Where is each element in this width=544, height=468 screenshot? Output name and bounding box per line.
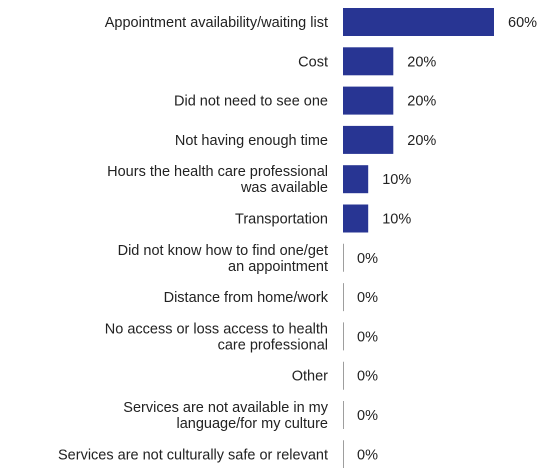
value-label: 0% xyxy=(357,251,378,267)
bar xyxy=(343,125,394,154)
value-label: 10% xyxy=(382,172,411,188)
category-label-line: Appointment availability/waiting list xyxy=(105,15,328,31)
category-label: No access or loss access to health care p… xyxy=(105,321,328,353)
category-label-line: was available xyxy=(240,180,328,196)
value-label: 20% xyxy=(407,133,436,149)
category-label: Appointment availability/waiting list xyxy=(105,15,328,31)
category-label: Services are not available in my language… xyxy=(123,400,328,432)
category-label-line: Did not need to see one xyxy=(174,94,328,110)
bar xyxy=(343,86,394,115)
bar xyxy=(343,165,369,194)
category-label: Other xyxy=(292,369,328,385)
value-label: 0% xyxy=(357,447,378,463)
bar xyxy=(343,204,369,233)
value-label: 0% xyxy=(357,290,378,306)
value-label: 0% xyxy=(357,408,378,424)
category-label: Transportation xyxy=(235,212,328,228)
category-label-line: an appointment xyxy=(228,259,328,275)
category-label-line: No access or loss access to health xyxy=(105,321,328,337)
value-label: 20% xyxy=(407,94,436,110)
bar xyxy=(343,8,494,36)
category-label-line: Hours the health care professional xyxy=(107,164,328,180)
category-label: Cost xyxy=(298,54,328,70)
category-label: Not having enough time xyxy=(175,133,328,149)
value-label: 0% xyxy=(357,369,378,385)
category-label-line: Cost xyxy=(298,54,328,70)
category-label-line: language/for my culture xyxy=(176,416,328,432)
category-label-line: Not having enough time xyxy=(175,133,328,149)
bar xyxy=(343,47,394,76)
value-label: 60% xyxy=(508,15,537,31)
category-label-line: Services are not culturally safe or rele… xyxy=(58,447,328,463)
category-label-line: Did not know how to find one/get xyxy=(118,243,328,259)
category-label: Did not know how to find one/get an appoi… xyxy=(118,243,328,275)
category-label: Hours the health care professional was av… xyxy=(107,164,328,196)
category-label-line: care professional xyxy=(218,337,328,353)
category-label: Distance from home/work xyxy=(164,290,329,306)
category-label-line: Distance from home/work xyxy=(164,290,329,306)
category-label-line: Other xyxy=(292,369,328,385)
category-label-line: Services are not available in my xyxy=(123,400,328,416)
category-label: Services are not culturally safe or rele… xyxy=(58,447,328,463)
value-label: 0% xyxy=(357,329,378,345)
value-label: 10% xyxy=(382,212,411,228)
category-label-line: Transportation xyxy=(235,212,328,228)
value-label: 20% xyxy=(407,54,436,70)
category-label: Did not need to see one xyxy=(174,94,328,110)
